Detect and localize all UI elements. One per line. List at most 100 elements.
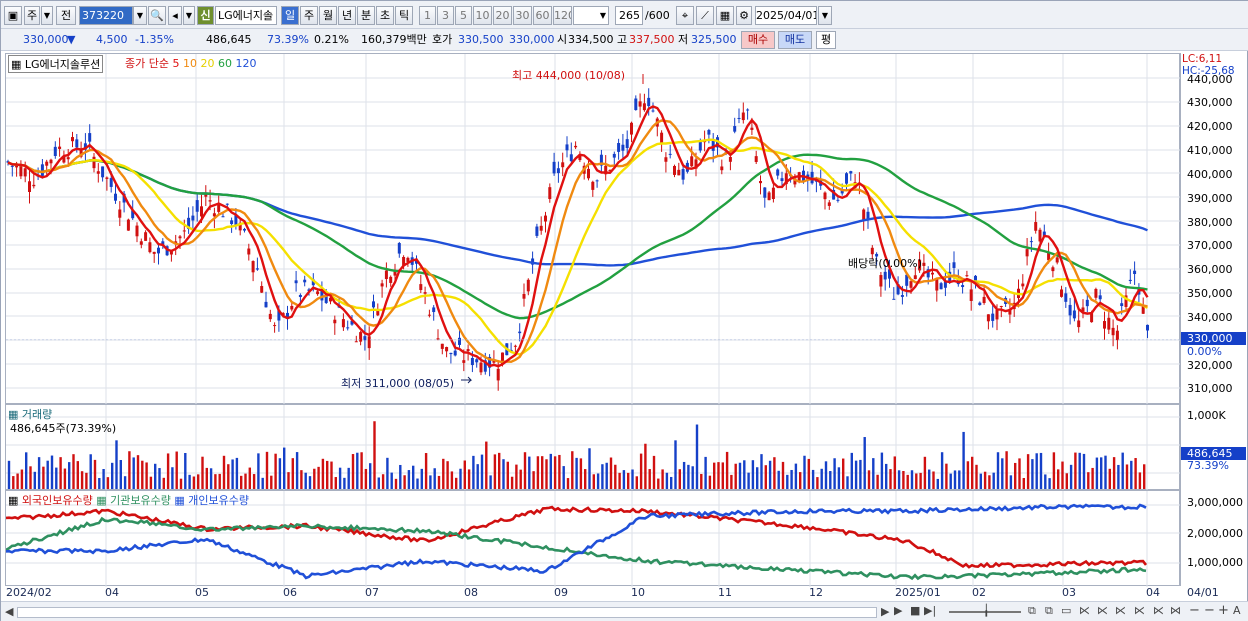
split-icon[interactable]: ⧉ — [1045, 604, 1053, 617]
copy-icon[interactable]: ⧉ — [1028, 604, 1036, 617]
count-button-1[interactable]: 3 — [437, 6, 454, 25]
stop-icon[interactable]: ■ — [910, 604, 921, 617]
volume-bar-188 — [816, 477, 819, 489]
speaker-icon[interactable]: ◂ — [168, 6, 182, 25]
chevron-down-icon-2[interactable]: ▼ — [183, 6, 195, 25]
candle-body-210 — [909, 281, 913, 288]
volume-bar-54 — [240, 475, 243, 489]
crosshair-icon[interactable]: ⌖ — [676, 6, 694, 25]
horizontal-scrollbar[interactable] — [17, 607, 877, 618]
tool-icon-1[interactable]: ⋉ — [1079, 604, 1090, 617]
count-button-3[interactable]: 10 — [473, 6, 492, 25]
volume-bar-107 — [467, 469, 471, 489]
candle-body-29 — [131, 210, 135, 219]
candle-body-2 — [15, 165, 19, 168]
period-tab-0[interactable]: 일 — [281, 6, 299, 25]
search-icon[interactable]: 🔍 — [148, 6, 166, 25]
save-icon[interactable]: ▦ — [716, 6, 734, 25]
volume-bar-230 — [996, 452, 1000, 489]
period-tab-4[interactable]: 분 — [357, 6, 375, 25]
period-tab-6[interactable]: 틱 — [395, 6, 413, 25]
candle-body-15 — [71, 137, 74, 142]
volume-bar-160 — [695, 424, 699, 489]
tool-icon-3[interactable]: ⋉ — [1115, 604, 1126, 617]
buy-button[interactable]: 매수 — [741, 31, 775, 49]
volume-pane[interactable]: ▦ 거래량 486,645주(73.39%) — [5, 404, 1181, 491]
count-button-0[interactable]: 1 — [419, 6, 436, 25]
volume-bar-240 — [1039, 452, 1043, 489]
font-size-icon[interactable]: A — [1233, 604, 1241, 617]
code-dropdown-icon[interactable]: ▼ — [133, 6, 147, 25]
calendar-dropdown-icon[interactable]: ▼ — [818, 6, 832, 25]
volume-bar-10 — [50, 455, 54, 489]
trendline-icon[interactable]: ⟋ — [696, 6, 714, 25]
candle-body-127 — [552, 161, 556, 174]
count-dropdown[interactable]: ▼ — [573, 6, 609, 25]
tool-icon-5[interactable]: ⋉ — [1153, 604, 1164, 617]
volume-bar-229 — [992, 472, 995, 489]
candle-body-70 — [307, 289, 311, 291]
volume-bar-189 — [820, 468, 823, 489]
count-button-7[interactable]: 120 — [553, 6, 572, 25]
candle-body-130 — [565, 144, 569, 151]
candle-body-115 — [501, 352, 504, 365]
period-tab-1[interactable]: 주 — [300, 6, 318, 25]
period-tab-5[interactable]: 초 — [376, 6, 394, 25]
avg-button[interactable]: 평 — [816, 31, 836, 49]
volume-bar-204 — [885, 463, 888, 489]
scroll-left-icon[interactable]: ◀ — [5, 605, 14, 618]
candle-body-168 — [728, 156, 732, 162]
count-button-4[interactable]: 20 — [493, 6, 512, 25]
tool-icon-2[interactable]: ⋉ — [1097, 604, 1108, 617]
period-tab-3[interactable]: 년 — [338, 6, 356, 25]
tool-icon-4[interactable]: ⋉ — [1134, 604, 1145, 617]
scroll-right-icon[interactable]: ▶ — [881, 605, 890, 618]
volume-bar-257 — [1112, 457, 1116, 489]
date-input[interactable]: 2025/04/01 — [755, 6, 817, 25]
candle-body-179 — [776, 169, 780, 176]
stock-code-input[interactable]: 373220 — [79, 6, 133, 25]
sell-button[interactable]: 매도 — [778, 31, 812, 49]
volume-bar-220 — [953, 470, 957, 489]
volume-bar-170 — [738, 462, 742, 489]
chevron-down-icon[interactable]: ▼ — [41, 6, 53, 25]
play-icon[interactable]: ▶ — [894, 604, 903, 617]
chart-settings-icon[interactable]: ▣ — [4, 6, 22, 25]
count-button-6[interactable]: 60 — [533, 6, 552, 25]
high-price: 337,500 — [629, 33, 675, 46]
candle-body-14 — [66, 157, 70, 160]
prev-button[interactable]: 전 — [56, 6, 76, 25]
view-count-input[interactable]: 265 — [615, 6, 643, 25]
candle-body-225 — [974, 275, 977, 284]
zoom-in-icon[interactable]: + — [1218, 603, 1229, 618]
zoom-out-icon[interactable]: − — [1189, 603, 1200, 618]
ask-price: 330,000 — [509, 33, 555, 46]
minus-icon[interactable]: − — [1204, 603, 1215, 618]
candle-body-202 — [875, 253, 879, 257]
volume-bar-117 — [510, 476, 514, 489]
volume-bar-129 — [562, 466, 565, 489]
period-tab-2[interactable]: 월 — [319, 6, 337, 25]
fit-icon[interactable]: ▭ — [1061, 604, 1072, 617]
volume-bar-151 — [657, 478, 660, 489]
right-price-axis[interactable]: LC:6,11 HC:-25,68 440,000 430,000 420,000 4… — [1180, 53, 1246, 586]
volume-bar-51 — [227, 464, 230, 489]
count-button-2[interactable]: 5 — [455, 6, 472, 25]
candle-body-90 — [393, 269, 397, 276]
price-pane[interactable]: ▦ LG에너지솔루션 종가 단순 5 10 20 60 120 최고 444,0… — [5, 53, 1181, 405]
candle-body-133 — [578, 154, 582, 161]
tool-icon-6[interactable]: ⋈ — [1170, 604, 1181, 617]
volume-bar-39 — [175, 451, 178, 489]
volume-bar-5 — [29, 466, 32, 489]
zoom-thumb-icon[interactable]: ╽ — [983, 604, 990, 617]
candle-body-79 — [346, 327, 350, 329]
market-select[interactable]: 주 — [24, 6, 40, 25]
change-percent: -1.35% — [135, 33, 174, 46]
end-icon[interactable]: ▶| — [924, 604, 937, 617]
gear-icon[interactable]: ⚙ — [736, 6, 752, 25]
count-button-5[interactable]: 30 — [513, 6, 532, 25]
candle-body-102 — [445, 347, 449, 352]
holdings-pane[interactable]: ▦ 외국인보유수량 ▦ 기관보유수량 ▦ 개인보유수량 — [5, 490, 1181, 587]
zoom-slider[interactable] — [949, 611, 1021, 613]
volume-bar-89 — [390, 472, 393, 489]
